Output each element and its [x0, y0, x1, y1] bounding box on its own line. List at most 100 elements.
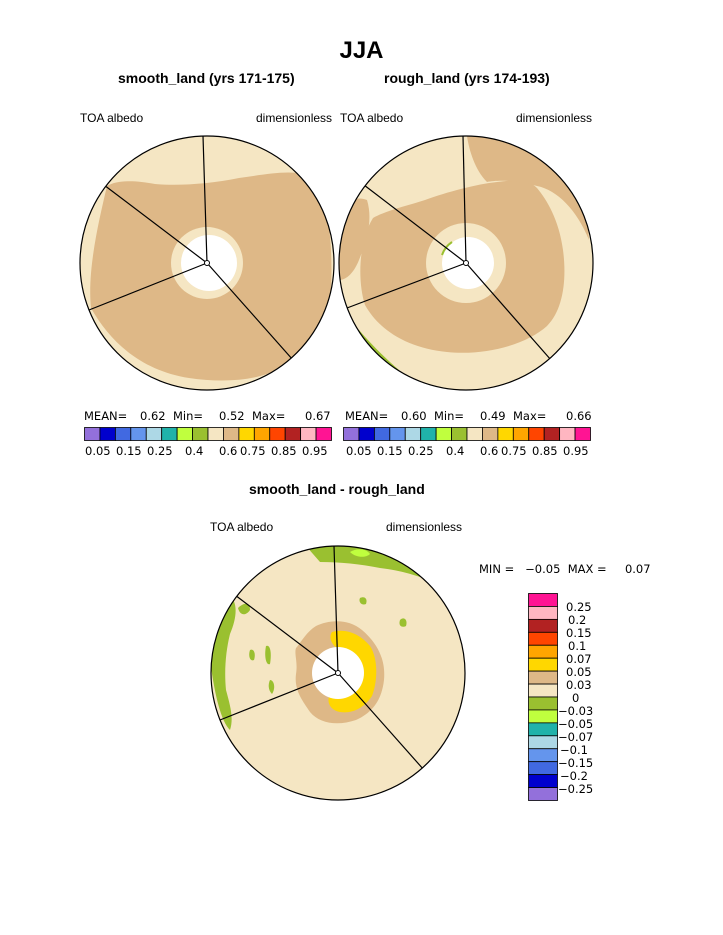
panel1-colorbar-swatch	[223, 427, 240, 441]
panel1-colorbar-swatch	[192, 427, 209, 441]
panel1-cbar-label: 0.95	[302, 444, 328, 458]
panel2-meridian-line	[465, 262, 552, 361]
panel3-colorbar-swatch	[528, 657, 558, 672]
panel3-colorbar-swatch	[528, 618, 558, 633]
panel1-meridian-line	[202, 136, 208, 264]
panel3-colorbar-swatch	[528, 709, 558, 724]
panel2-title: rough_land (yrs 174-193)	[384, 70, 550, 86]
panel3-cbar-label: 0	[572, 691, 580, 705]
panel2-polar-map	[338, 135, 594, 391]
panel2-colorbar-swatch	[435, 427, 452, 441]
panel3-cbar-label: 0.2	[568, 613, 587, 627]
panel1-colorbar-swatch	[300, 427, 317, 441]
panel2-colorbar-swatch	[543, 427, 561, 441]
panel2-colorbar-swatch	[358, 427, 375, 441]
panel3-cbar-label: 0.25	[566, 600, 592, 614]
panel2-units-label: dimensionless	[516, 111, 593, 125]
panel3-cbar-label: 0.1	[568, 639, 587, 653]
panel3-meridian-line	[219, 672, 339, 721]
panel1-min-value: 0.52	[219, 409, 245, 423]
panel1-mean-label: MEAN=	[84, 409, 128, 423]
panel3-title: smooth_land - rough_land	[249, 481, 425, 497]
panel2-cbar-label: 0.15	[377, 444, 403, 458]
panel1-colorbar-swatch	[315, 427, 332, 441]
panel2-mean-label: MEAN=	[345, 409, 389, 423]
panel3-colorbar-swatch	[528, 631, 558, 646]
panel1-cbar-label: 0.25	[147, 444, 173, 458]
panel3-cbar-label: −0.1	[560, 743, 588, 757]
panel2-colorbar-swatch	[404, 427, 422, 441]
panel3-region-green	[211, 598, 236, 730]
panel3-meridian-line	[234, 594, 339, 674]
panel1-colorbar-labels: 0.05 0.15 0.25 0.4 0.6 0.75 0.85 0.95	[84, 444, 344, 458]
panel3-colorbar-swatch	[528, 722, 558, 737]
panel3-region-lime	[350, 549, 370, 557]
panel2-colorbar-labels: 0.05 0.15 0.25 0.4 0.6 0.75 0.85 0.95	[343, 444, 603, 458]
panel2-min-value: 0.49	[480, 409, 506, 423]
panel2-cbar-label: 0.4	[446, 444, 465, 458]
panel1-meridian-line	[88, 262, 208, 311]
panel2-cbar-label: 0.6	[480, 444, 499, 458]
panel3-polar-map	[210, 545, 466, 801]
panel2-colorbar-swatch	[512, 427, 530, 441]
panel2-cbar-label: 0.25	[408, 444, 434, 458]
panel1-colorbar-swatch	[284, 427, 302, 441]
panel2-max-label: Max=	[513, 409, 547, 423]
panel2-colorbar-swatch	[420, 427, 437, 441]
panel2-colorbar-swatch	[389, 427, 406, 441]
panel3-cbar-label: −0.03	[558, 704, 594, 718]
panel2-colorbar	[343, 427, 591, 441]
panel3-cbar-label: −0.25	[558, 782, 594, 796]
panel1-units-label: dimensionless	[256, 111, 333, 125]
panel3-region-green	[268, 680, 275, 694]
panel2-mean-value: 0.60	[401, 409, 427, 423]
panel1-meridian-line	[206, 262, 294, 361]
panel2-colorbar-swatch	[559, 427, 576, 441]
panel2-pole-marker	[463, 260, 469, 266]
panel1-pole-marker	[204, 260, 210, 266]
panel3-meridian-line	[337, 672, 425, 771]
panel1-map-border	[79, 135, 335, 391]
panel3-cbar-label: −0.2	[560, 769, 588, 783]
panel3-region-green	[399, 618, 407, 627]
panel3-cbar-label: 0.15	[566, 626, 592, 640]
panel2-map-border	[338, 135, 594, 391]
panel3-cbar-label: 0.05	[566, 665, 592, 679]
panel2-colorbar-swatch	[574, 427, 591, 441]
panel1-max-value: 0.67	[305, 409, 331, 423]
panel1-colorbar-swatch	[269, 427, 286, 441]
panel3-cbar-label: 0.07	[566, 652, 592, 666]
panel1-cbar-label: 0.85	[271, 444, 297, 458]
panel1-stats: MEAN= 0.62 Min= 0.52 Max= 0.67	[84, 409, 334, 423]
panel3-minmax: MIN = −0.05 MAX = 0.07	[479, 562, 651, 576]
panel1-min-label: Min=	[173, 409, 204, 423]
panel3-region-green	[359, 597, 367, 605]
panel2-stats: MEAN= 0.60 Min= 0.49 Max= 0.66	[345, 409, 595, 423]
panel1-colorbar-swatch	[130, 427, 147, 441]
panel3-colorbar	[528, 593, 558, 801]
panel2-meridian-line	[346, 262, 467, 309]
panel1-colorbar-swatch	[207, 427, 224, 441]
panel2-colorbar-swatch	[528, 427, 545, 441]
panel2-meridian-line	[462, 136, 467, 264]
panel3-colorbar-swatch	[528, 593, 558, 607]
panel3-colorbar-swatch	[528, 761, 558, 776]
panel3-colorbar-swatch	[528, 606, 558, 620]
panel2-variable-label: TOA albedo	[340, 111, 404, 125]
panel3-pole-marker	[335, 670, 341, 676]
panel2-meridian-line	[363, 184, 467, 264]
panel1-mean-value: 0.62	[140, 409, 166, 423]
panel1-colorbar-swatch	[161, 427, 178, 441]
panel3-meridian-line	[333, 546, 339, 674]
panel2-colorbar-swatch	[373, 427, 391, 441]
main-title: JJA	[339, 37, 384, 64]
panel1-cbar-label: 0.05	[85, 444, 111, 458]
panel3-cbar-label: −0.05	[558, 717, 594, 731]
panel3-units-label: dimensionless	[386, 520, 463, 534]
panel3-variable-label: TOA albedo	[210, 520, 274, 534]
panel2-colorbar-swatch	[451, 427, 468, 441]
panel1-variable-label: TOA albedo	[80, 111, 144, 125]
panel2-colorbar-swatch	[343, 427, 360, 441]
panel1-colorbar-swatch	[114, 427, 132, 441]
panel2-cbar-label: 0.05	[346, 444, 372, 458]
